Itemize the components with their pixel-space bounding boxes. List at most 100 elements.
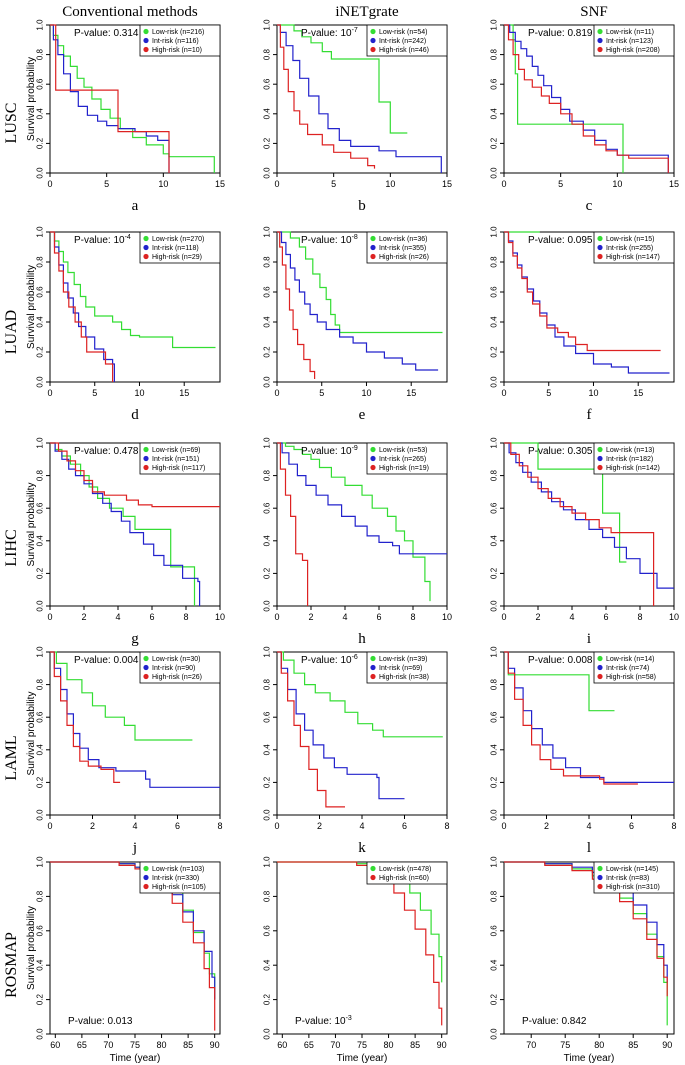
column-header: Conventional methods — [62, 4, 198, 20]
y-tick-label: 0.8 — [263, 256, 272, 268]
legend-marker-low — [370, 655, 376, 662]
legend-marker-low — [370, 446, 376, 453]
x-tick-label: 5 — [319, 388, 324, 398]
legend-label: Low-risk (n=69) — [152, 447, 200, 454]
survival-curve-int — [277, 442, 447, 555]
survival-curve-high — [504, 651, 638, 785]
legend-box — [366, 231, 448, 264]
x-tick-label: 6 — [376, 612, 381, 622]
x-tick-label: 0 — [47, 179, 52, 189]
y-tick-label: 0.6 — [490, 925, 499, 937]
y-tick-label: 0.6 — [36, 78, 45, 90]
y-tick-label: 0.4 — [263, 535, 272, 547]
km-panel-o: 0.0 0.2 0.4 0.6 0.8 1.0 70 75 80 85 90 Time (year) L… — [490, 856, 675, 1064]
p-value-annotation: P-value: 0.819 — [528, 28, 593, 39]
y-tick-label: 1.0 — [490, 856, 499, 868]
y-tick-label: 0.2 — [490, 993, 499, 1005]
p-value-annotation: P-value: 10-8 — [301, 234, 358, 246]
legend: Low-risk (n=270) Int-risk (n=118) High-ris… — [139, 231, 221, 264]
legend-marker-high — [143, 673, 149, 680]
x-tick-label: 5 — [546, 388, 551, 398]
p-value-annotation: P-value: 0.008 — [528, 655, 593, 666]
x-tick-label: 4 — [342, 612, 347, 622]
legend: Low-risk (n=13) Int-risk (n=182) High-risk… — [593, 442, 675, 475]
legend-box — [593, 442, 675, 475]
legend-marker-low — [597, 235, 603, 242]
x-tick-label: 5 — [104, 179, 109, 189]
legend-label: High-risk (n=147) — [606, 254, 660, 261]
y-tick-label: 1.0 — [36, 226, 45, 238]
legend-marker-int — [143, 244, 149, 251]
legend-marker-low — [370, 865, 376, 872]
km-panel-a: 0.0 0.2 0.4 0.6 0.8 1.0 0 5 10 15 Survival probabi… — [26, 19, 225, 214]
survival-curve-int — [277, 24, 442, 173]
plot-frame — [503, 442, 675, 607]
x-tick-label: 85 — [410, 1040, 420, 1050]
x-tick-label: 0 — [501, 612, 506, 622]
y-tick-label: 0.2 — [490, 346, 499, 358]
y-tick-label: 1.0 — [36, 19, 45, 31]
x-tick-label: 15 — [406, 388, 416, 398]
survival-curve-high — [50, 442, 220, 508]
legend-label: High-risk (n=142) — [606, 465, 660, 472]
legend-label: Low-risk (n=53) — [379, 447, 427, 454]
km-panel-e: 0.0 0.2 0.4 0.6 0.8 1.0 0 5 10 15 Low-risk (n=36) I… — [263, 226, 448, 423]
x-tick-label: 65 — [304, 1040, 314, 1050]
x-axis-title: Time (year) — [337, 1053, 388, 1064]
panel-label: f — [587, 407, 592, 423]
legend-label: High-risk (n=10) — [152, 47, 202, 54]
plot-frame — [276, 24, 448, 174]
x-tick-label: 60 — [277, 1040, 287, 1050]
survival-curve-high — [277, 861, 443, 1026]
legend-marker-int — [597, 37, 603, 44]
legend-label: Int-risk (n=330) — [152, 875, 199, 882]
plot-frame — [49, 24, 221, 174]
x-tick-label: 0 — [501, 388, 506, 398]
legend-label: High-risk (n=58) — [606, 674, 656, 681]
row-label: ROSMAP — [3, 932, 20, 998]
legend: Low-risk (n=39) Int-risk (n=69) High-risk … — [366, 651, 448, 684]
x-tick-label: 4 — [569, 612, 574, 622]
legend-box — [593, 861, 675, 894]
x-tick-label: 4 — [586, 821, 591, 831]
x-tick-label: 8 — [183, 612, 188, 622]
legend-label: Int-risk (n=265) — [379, 456, 426, 463]
plot-frame — [276, 231, 448, 383]
p-value-annotation: P-value: 0.478 — [74, 446, 139, 457]
survival-curve-low — [50, 24, 215, 173]
y-tick-label: 0.2 — [36, 137, 45, 149]
y-tick-label: 0.6 — [36, 502, 45, 514]
legend-label: Low-risk (n=15) — [606, 236, 654, 243]
legend-marker-high — [370, 464, 376, 471]
x-tick-label: 75 — [130, 1040, 140, 1050]
legend-marker-int — [597, 455, 603, 462]
km-panel-n: 0.0 0.2 0.4 0.6 0.8 1.0 60 65 70 75 80 85 90 Time (ye… — [263, 856, 448, 1064]
x-tick-label: 4 — [132, 821, 137, 831]
x-tick-label: 0 — [47, 821, 52, 831]
legend: Low-risk (n=14) Int-risk (n=74) High-risk … — [593, 651, 675, 684]
y-tick-label: 0.0 — [36, 167, 45, 179]
y-tick-label: 0.4 — [490, 744, 499, 756]
y-tick-label: 0.2 — [263, 993, 272, 1005]
x-tick-label: 85 — [183, 1040, 193, 1050]
x-tick-label: 15 — [179, 388, 189, 398]
survival-curve-low — [50, 231, 216, 349]
legend-label: Int-risk (n=151) — [152, 456, 199, 463]
x-tick-label: 2 — [90, 821, 95, 831]
y-tick-label: 0.0 — [36, 376, 45, 388]
legend-marker-int — [370, 664, 376, 671]
legend-marker-int — [370, 455, 376, 462]
survival-curve-high — [504, 861, 668, 997]
p-value-annotation: P-value: 0.095 — [528, 235, 593, 246]
plot-frame — [503, 24, 675, 174]
legend: Low-risk (n=11) Int-risk (n=123) High-risk… — [593, 24, 675, 57]
legend-marker-high — [370, 874, 376, 881]
legend-box — [366, 651, 448, 684]
legend-marker-low — [143, 235, 149, 242]
panel-label: d — [131, 407, 139, 423]
p-value-annotation: P-value: 10-7 — [301, 27, 358, 39]
y-tick-label: 0.2 — [263, 776, 272, 788]
y-tick-label: 0.0 — [263, 376, 272, 388]
legend-box — [593, 651, 675, 684]
legend-box — [366, 24, 448, 57]
